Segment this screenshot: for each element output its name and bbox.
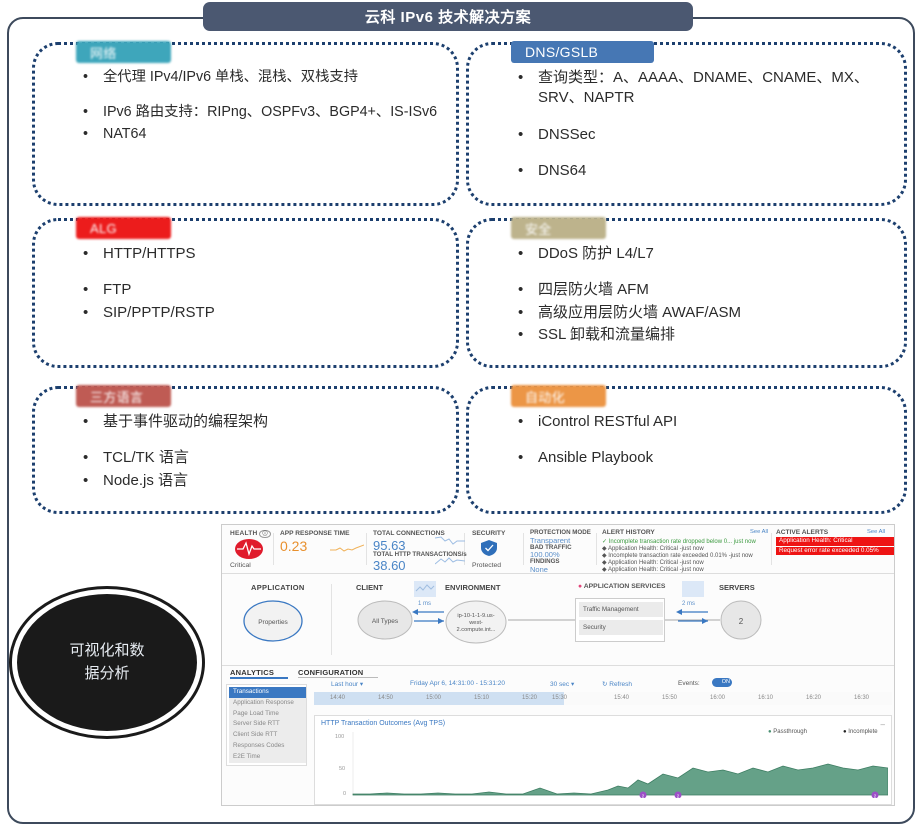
svg-text:100: 100 (335, 734, 344, 740)
svg-text:west-: west- (468, 620, 483, 626)
svg-text:50: 50 (339, 766, 345, 772)
svg-text:0: 0 (343, 791, 346, 797)
svg-text:2: 2 (739, 617, 744, 626)
svg-text:ip-10-1-1-9.us-: ip-10-1-1-9.us- (457, 613, 494, 619)
svg-text:All Types: All Types (372, 618, 399, 625)
svg-text:2.compute.int...: 2.compute.int... (457, 627, 496, 633)
svg-text:Properties: Properties (258, 619, 288, 626)
